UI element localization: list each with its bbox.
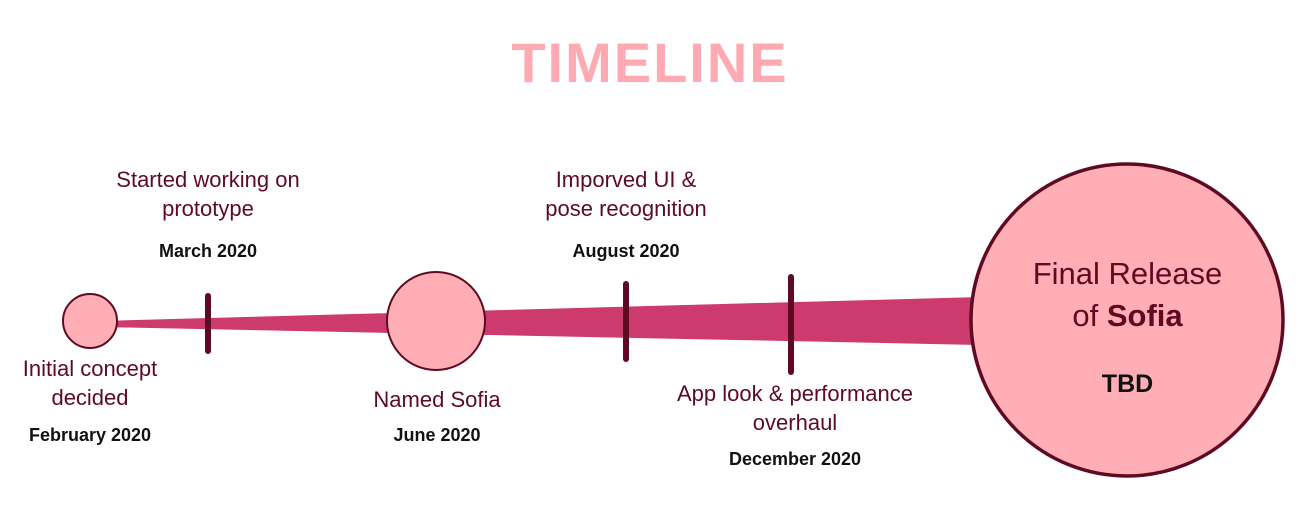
final-product-name: Sofia [1106, 298, 1183, 333]
final-release-label: Final Release of Sofia [985, 253, 1270, 337]
label-line: App look & performance [676, 381, 914, 406]
label-line: pose recognition [545, 196, 707, 221]
label-line: prototype [162, 196, 254, 221]
label-line: decided [51, 385, 129, 410]
node-final-release [969, 162, 1285, 478]
label-line: Imporved UI & [555, 167, 697, 192]
final-release-date: TBD [1101, 370, 1154, 398]
node-june-2020 [386, 271, 486, 371]
label-line: Started working on [116, 167, 300, 192]
final-line-2: of Sofia [985, 295, 1270, 337]
milestone-label-march: Started working on prototype [88, 165, 328, 223]
node-february-2020 [62, 293, 118, 349]
milestone-label-february: Initial concept decided [0, 354, 180, 412]
milestone-date-december: December 2020 [728, 449, 862, 469]
label-line: Initial concept [22, 356, 158, 381]
milestone-date-march: March 2020 [158, 241, 258, 261]
final-line-2-prefix: of [1072, 298, 1107, 333]
label-line: overhaul [752, 410, 838, 435]
milestone-label-august: Imporved UI & pose recognition [506, 165, 746, 223]
label-line: Named Sofia [373, 387, 501, 412]
milestone-label-june: Named Sofia [337, 385, 537, 414]
page-title: TIMELINE [511, 31, 789, 94]
milestone-label-december: App look & performance overhaul [640, 379, 950, 437]
milestone-date-february: February 2020 [28, 425, 152, 445]
milestone-date-june: June 2020 [393, 425, 481, 445]
milestone-date-august: August 2020 [572, 241, 680, 261]
timeline-band [100, 297, 980, 345]
final-line-1: Final Release [1032, 256, 1223, 291]
